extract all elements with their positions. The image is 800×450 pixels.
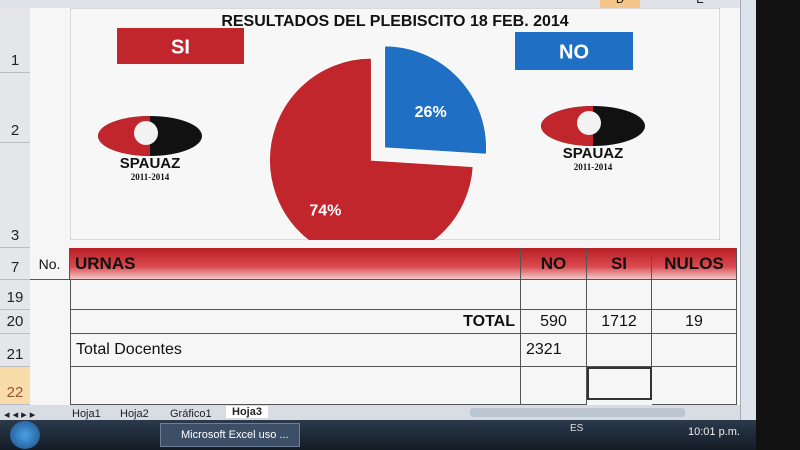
row-header[interactable]: 1 (0, 8, 30, 73)
cell[interactable] (587, 280, 652, 310)
clock[interactable]: 10:01 p.m. (688, 426, 740, 438)
vertical-scrollbar[interactable] (740, 0, 756, 420)
row-header[interactable]: 19 (0, 280, 30, 310)
table-header[interactable]: NO (521, 248, 587, 280)
sheet-tab[interactable]: Gráfico1 (170, 408, 212, 420)
start-button[interactable] (10, 421, 40, 449)
table-header[interactable]: No. (30, 248, 70, 280)
total-si[interactable]: 1712 (587, 310, 652, 334)
pie-slice (268, 57, 474, 240)
value-label: 74% (309, 203, 341, 220)
column-header-bar (0, 0, 740, 8)
logo: SPAUAZ 2011-2014 (541, 106, 645, 172)
row-header[interactable]: 20 (0, 310, 30, 334)
logo: SPAUAZ 2011-2014 (98, 116, 202, 182)
column-header[interactable]: D (600, 0, 640, 8)
docentes-value[interactable]: 2321 (521, 334, 587, 367)
row-header[interactable]: 22 (0, 367, 30, 405)
docentes-label[interactable]: Total Docentes (70, 334, 521, 367)
logo-years: 2011-2014 (574, 162, 613, 172)
horizontal-scrollbar[interactable] (470, 408, 685, 417)
cell[interactable] (521, 280, 587, 310)
column-header[interactable]: E (696, 0, 704, 6)
legend-swatch (515, 32, 633, 70)
legend-label: NO (559, 41, 589, 63)
cell[interactable] (70, 280, 521, 310)
chart[interactable]: RESULTADOS DEL PLEBISCITO 18 FEB. 2014 S… (70, 8, 720, 240)
row-header[interactable]: 2 (0, 73, 30, 143)
selected-cell[interactable] (587, 367, 652, 400)
logo-name: SPAUAZ (120, 155, 181, 172)
legend-swatch (117, 28, 244, 64)
chart-title: RESULTADOS DEL PLEBISCITO 18 FEB. 2014 (221, 13, 568, 30)
taskbar-window[interactable]: Microsoft Excel uso ... (160, 423, 300, 447)
cell[interactable] (652, 334, 737, 367)
pie-slice (384, 45, 488, 155)
row-header[interactable]: 7 (0, 248, 30, 280)
language[interactable]: ES (570, 423, 584, 434)
tab-nav[interactable]: ◂ ◂ ▸ ▸ (4, 409, 36, 421)
logo-name: SPAUAZ (563, 145, 624, 162)
cell[interactable] (652, 280, 737, 310)
total-no[interactable]: 590 (521, 310, 587, 334)
total-label[interactable]: TOTAL (70, 310, 521, 334)
row-header[interactable]: 21 (0, 334, 30, 367)
value-label: 26% (415, 104, 447, 121)
row-header[interactable]: 3 (0, 143, 30, 248)
cell[interactable] (587, 334, 652, 367)
sheet-tab[interactable]: Hoja3 (226, 406, 268, 418)
table-header[interactable]: SI (587, 248, 652, 280)
logo-years: 2011-2014 (131, 172, 170, 182)
bezel (756, 0, 800, 450)
table-header[interactable]: URNAS (70, 248, 521, 280)
sheet-tab[interactable]: Hoja1 (72, 408, 101, 420)
total-nulos[interactable]: 19 (652, 310, 737, 334)
table-header[interactable]: NULOS (652, 248, 737, 280)
cell[interactable] (652, 367, 737, 405)
cell[interactable] (70, 367, 521, 405)
taskbar (0, 420, 756, 450)
sheet-tab[interactable]: Hoja2 (120, 408, 149, 420)
legend-label: SI (171, 36, 190, 58)
cell[interactable] (521, 367, 587, 405)
